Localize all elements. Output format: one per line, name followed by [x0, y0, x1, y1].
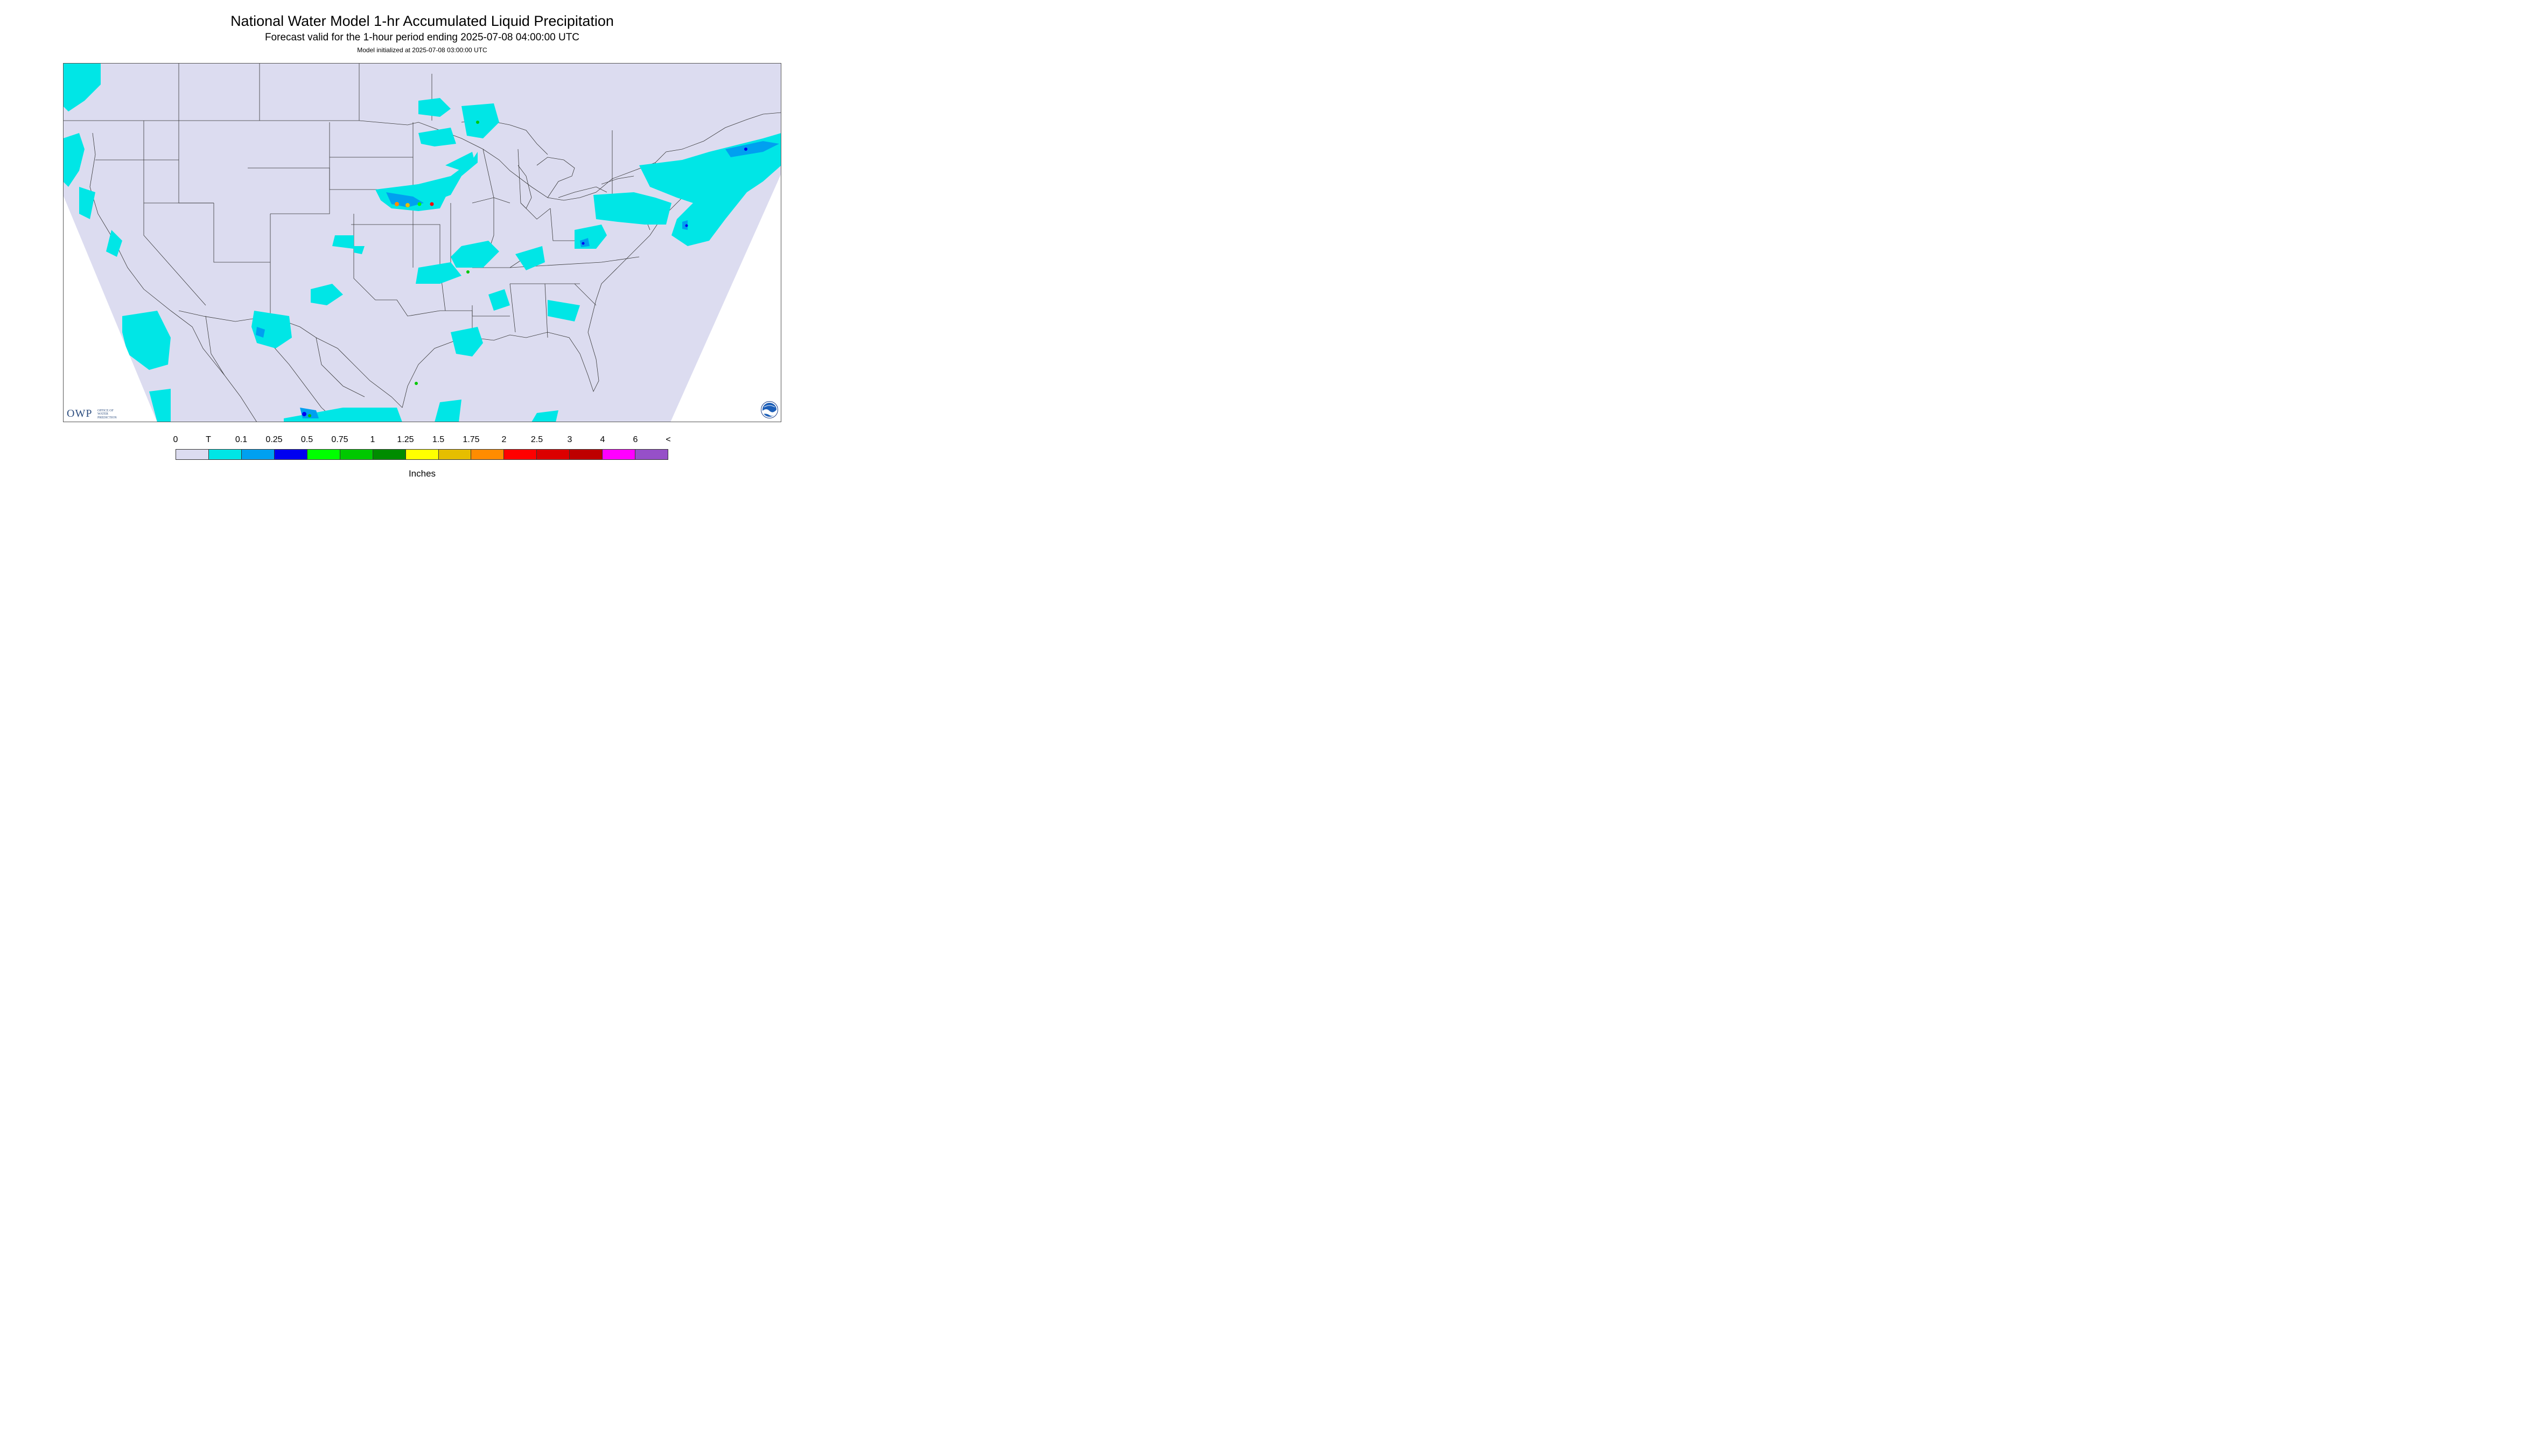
- legend-swatch: [438, 450, 472, 459]
- legend-tick-label: 3: [567, 435, 572, 444]
- legend-tick-label: 2.5: [530, 435, 543, 444]
- legend-swatch: [241, 450, 275, 459]
- precipitation-map: [63, 63, 781, 422]
- model-domain: [63, 63, 781, 422]
- legend-tick-label: 6: [633, 435, 638, 444]
- color-legend: 0 T 0.1 0.25 0.5 0.75 1 1.25 1.5 1.75 2 …: [0, 431, 844, 485]
- map-subtitle: Forecast valid for the 1-hour period end…: [264, 32, 580, 43]
- map-canvas: [63, 63, 781, 422]
- legend-swatch: [274, 450, 307, 459]
- legend-tick-label: 2: [501, 435, 507, 444]
- legend-units: Inches: [408, 468, 436, 479]
- owp-logo-line: PREDICTION: [97, 416, 117, 419]
- owp-logo-subtext: OFFICE OF WATER PREDICTION: [97, 409, 124, 419]
- legend-swatch: [603, 450, 636, 459]
- model-init-time: Model initialized at 2025-07-08 03:00:00…: [357, 46, 487, 54]
- noaa-emblem-icon: [761, 401, 778, 418]
- legend-swatch: [471, 450, 505, 459]
- legend-tick-label: 0: [173, 435, 178, 444]
- owp-logo-line: WATER: [97, 412, 108, 416]
- legend-swatch: [340, 450, 373, 459]
- legend-tick-label: 1: [370, 435, 375, 444]
- legend-tick-label: T: [206, 435, 211, 444]
- legend-colorbar: [176, 449, 668, 460]
- map-title: National Water Model 1-hr Accumulated Li…: [230, 13, 614, 29]
- legend-tick-label: 1.5: [432, 435, 445, 444]
- legend-swatch: [373, 450, 406, 459]
- owp-logo-word: OWP: [67, 408, 93, 419]
- legend-tick-label: 0.75: [331, 435, 348, 444]
- legend-tick-label: <: [666, 435, 671, 444]
- precip-heavy: [302, 121, 747, 417]
- legend-swatch: [537, 450, 570, 459]
- legend-swatch: [208, 450, 242, 459]
- legend-tick-label: 1.25: [397, 435, 414, 444]
- legend-swatch: [307, 450, 340, 459]
- owp-logo: OWP OFFICE OF WATER PREDICTION: [67, 408, 126, 421]
- map-border: [63, 63, 781, 422]
- legend-tick-label: 1.75: [463, 435, 480, 444]
- legend-swatch: [570, 450, 603, 459]
- legend-swatch: [176, 450, 209, 459]
- legend-swatch: [635, 450, 668, 459]
- legend-tick-label: 0.1: [235, 435, 248, 444]
- legend-tick-label: 0.25: [265, 435, 283, 444]
- legend-tick-label: 4: [600, 435, 605, 444]
- legend-swatch: [504, 450, 537, 459]
- noaa-logo: [761, 401, 778, 418]
- legend-tick-label: 0.5: [300, 435, 313, 444]
- legend-swatch: [405, 450, 439, 459]
- owp-logo-line: OFFICE OF: [97, 409, 114, 412]
